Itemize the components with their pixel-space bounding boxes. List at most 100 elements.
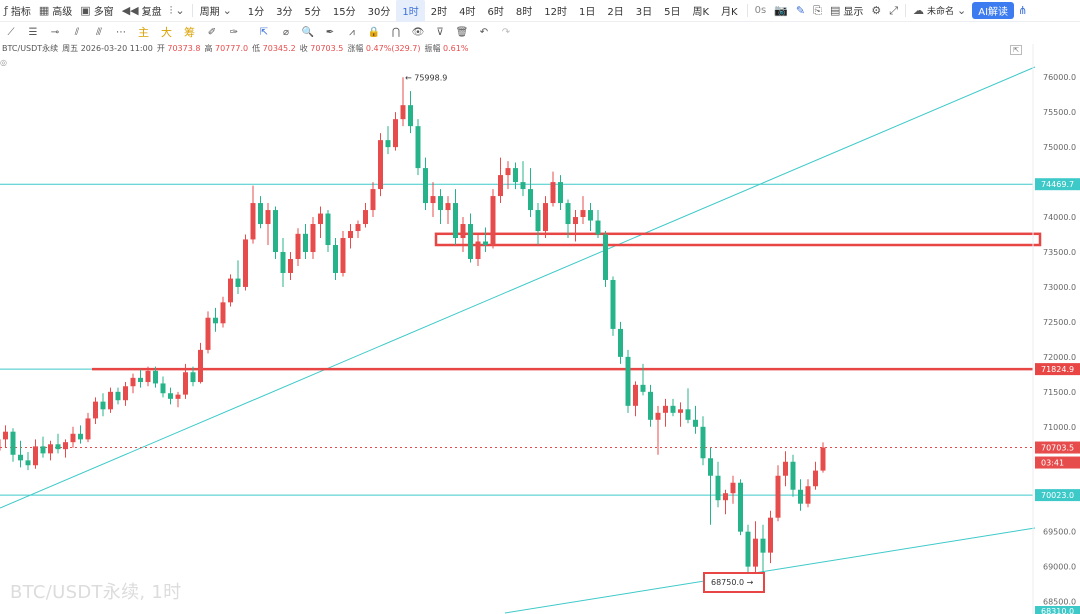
candle-body <box>400 105 406 120</box>
horizontal-ray-icon[interactable]: ⊸ <box>50 26 60 38</box>
eye-icon[interactable]: 👁 <box>411 26 425 38</box>
parallel-channel-icon[interactable]: ⫽ <box>74 26 80 38</box>
candle-body <box>273 210 278 252</box>
collapse-icon[interactable]: ⇱ <box>1010 45 1022 55</box>
pattern-icon[interactable]: ⩘ <box>349 26 355 38</box>
advanced-button[interactable]: ▦ 高级 <box>35 0 76 22</box>
candle-body <box>760 538 766 553</box>
chart-type-dropdown[interactable]: ⫶ ⌄ <box>166 0 189 22</box>
big-order-toggle[interactable]: 大 <box>161 26 172 39</box>
chip-toggle[interactable]: 筹 <box>184 26 195 39</box>
candle-body <box>70 433 76 443</box>
share-icon[interactable]: ⋔ <box>1018 4 1028 17</box>
candle-body <box>175 394 181 399</box>
ai-analysis-button[interactable]: AI解读 <box>972 2 1015 19</box>
period-label: 周期 <box>199 7 220 18</box>
settings-circle-icon[interactable]: ◎ <box>0 58 7 67</box>
candle-body <box>753 538 758 567</box>
restore-button[interactable]: ◀◀ 复盘 <box>118 0 166 22</box>
ruler-pen-icon[interactable]: ✑ <box>229 26 239 38</box>
candle-body <box>280 252 286 273</box>
measure-icon[interactable]: ⌀ <box>282 26 290 38</box>
interval-tab[interactable]: 8时 <box>515 7 533 18</box>
horizontal-lines-icon[interactable]: ☰ <box>28 26 38 38</box>
candlestick-icon: ⫶ <box>169 3 173 17</box>
lock-icon[interactable]: 🔒 <box>367 26 381 38</box>
fullscreen-icon[interactable]: ⤢ <box>889 3 899 17</box>
edit-box-icon[interactable]: ✐ <box>207 26 217 38</box>
pitchfork-icon[interactable]: ⫻ <box>96 26 102 38</box>
divider <box>191 4 193 17</box>
period-dropdown[interactable]: 周期 ⌄ <box>196 0 236 22</box>
candle-body <box>318 213 323 225</box>
undo-icon[interactable]: ↶ <box>479 26 489 38</box>
candle-body <box>603 234 608 280</box>
indicators-button[interactable]: ƒ 指标 <box>0 0 35 22</box>
brush-icon[interactable]: ✒ <box>325 26 335 38</box>
candle-body <box>183 372 188 395</box>
candle-body <box>768 517 773 553</box>
candle-body <box>483 241 488 246</box>
trend-line-icon[interactable]: ⟋ <box>7 26 15 38</box>
interval-tab[interactable]: 月K <box>721 7 738 18</box>
cursor-icon[interactable]: ⇱ <box>259 26 269 38</box>
interval-tab[interactable]: 2日 <box>607 7 624 18</box>
close-label: 收 <box>299 44 308 53</box>
interval-tab[interactable]: 2时 <box>430 7 448 18</box>
camera-icon[interactable]: 📷 <box>774 4 788 17</box>
magnet-icon[interactable]: ⋂ <box>391 26 401 38</box>
candle-body <box>340 238 346 273</box>
candle-body <box>378 140 383 190</box>
chevron-down-icon: ⌄ <box>175 4 185 17</box>
interval-tab[interactable]: 6时 <box>487 7 504 18</box>
candle-body <box>723 493 728 501</box>
high-annotation: ← 75998.9 <box>405 73 447 82</box>
multi-window-button[interactable]: ▣ 多窗 <box>76 0 117 22</box>
price-tick-label: 73000.0 <box>1043 283 1076 292</box>
interval-tab[interactable]: 4时 <box>459 7 476 18</box>
candle-body <box>798 489 803 504</box>
amplitude-value: 0.61% <box>443 44 469 53</box>
interval-tab[interactable]: 5分 <box>304 7 321 18</box>
bottom-badge-bg <box>1035 606 1080 614</box>
layout-name-button[interactable]: ☁ 未命名 ⌄ <box>909 0 970 22</box>
candle-body <box>303 233 308 252</box>
current-price-badge: 70703.5 <box>1041 444 1074 453</box>
candle-body <box>123 386 128 401</box>
price-tick-label: 69500.0 <box>1043 528 1076 537</box>
interval-tab[interactable]: 30分 <box>367 7 391 18</box>
redo-icon[interactable]: ↷ <box>501 26 511 38</box>
ohlc-info-bar: BTC/USDT永续 周五 2026-03-20 11:00 开 70373.8… <box>0 43 468 55</box>
display-button[interactable]: ▤ 显示 <box>826 0 867 22</box>
interval-tab[interactable]: 周K <box>692 7 710 18</box>
open-value: 70373.8 <box>167 44 201 53</box>
info-date: 周五 2026-03-20 11:00 <box>62 44 153 53</box>
top-toolbar: ƒ 指标 ▦ 高级 ▣ 多窗 ◀◀ 复盘 ⫶ ⌄ 周期 ⌄ 1分 3分 5分 15分 30分 1时 2时… <box>0 0 1080 22</box>
interval-tab[interactable]: 15分 <box>332 7 356 18</box>
candle-body <box>250 203 256 240</box>
interval-tab[interactable]: 1日 <box>579 7 596 18</box>
main-indicator-toggle[interactable]: 主 <box>138 26 149 39</box>
interval-tab[interactable]: 3日 <box>635 7 653 18</box>
advanced-label: 高级 <box>52 7 73 18</box>
zoom-icon[interactable]: 🔍 <box>301 26 315 38</box>
interval-tab[interactable]: 1分 <box>247 7 265 18</box>
interval-tab[interactable]: 5日 <box>664 7 681 18</box>
link-icon[interactable]: ⎘ <box>813 3 822 17</box>
interval-tab[interactable]: 12时 <box>544 7 567 18</box>
pen-icon[interactable]: ✎ <box>795 4 806 17</box>
interval-tab[interactable]: 3分 <box>276 7 293 18</box>
candle-body <box>295 233 301 259</box>
candle-body <box>153 370 158 384</box>
candle-body <box>738 482 743 532</box>
candle-body <box>63 442 68 450</box>
interval-tab[interactable]: 1时 <box>396 0 425 22</box>
close-value: 70703.5 <box>310 44 344 53</box>
price-tick-label: 68500.0 <box>1043 598 1076 607</box>
candle-body <box>708 458 713 476</box>
filter-icon[interactable]: ⊽ <box>436 26 444 38</box>
gear-icon[interactable]: ⚙ <box>871 4 882 17</box>
more-tools-icon[interactable]: ⋯ <box>116 26 126 38</box>
trash-icon[interactable]: 🗑 <box>455 26 469 38</box>
